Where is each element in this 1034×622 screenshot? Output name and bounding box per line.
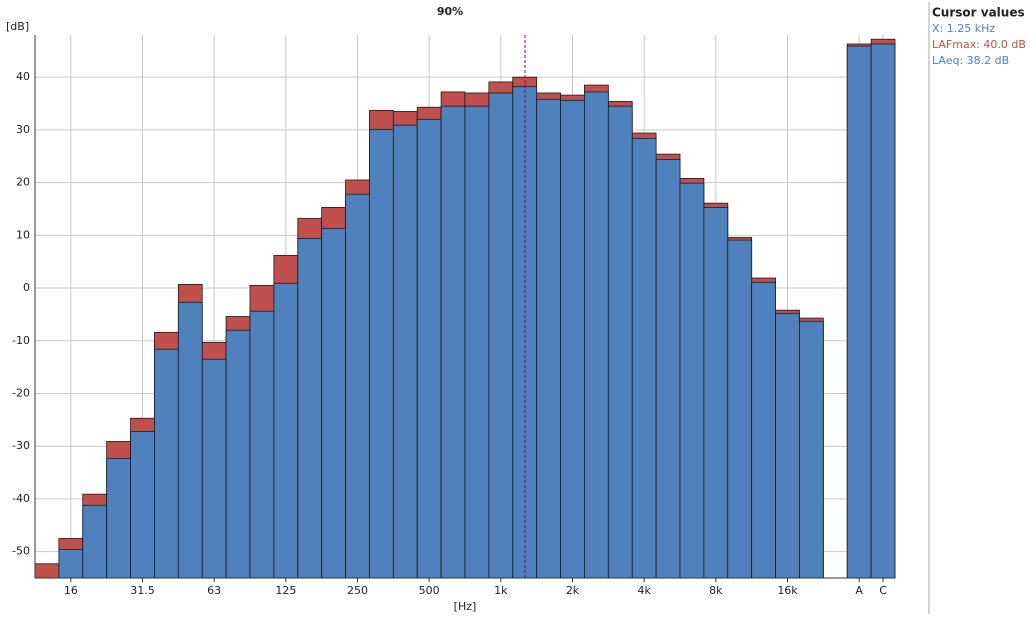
- y-tick-label: 10: [16, 228, 30, 241]
- y-axis-label: [dB]: [6, 20, 29, 33]
- bar: [392, 124, 418, 579]
- bar: [846, 45, 872, 579]
- cursor-title: Cursor values: [932, 6, 1025, 20]
- bar: [345, 193, 370, 579]
- bar: [416, 118, 442, 579]
- bar: [154, 348, 179, 579]
- bar: [799, 320, 824, 579]
- bar: [751, 281, 776, 579]
- bar: [607, 105, 633, 579]
- bar: [631, 137, 657, 579]
- bar: [560, 99, 585, 579]
- x-tick-label: 16: [64, 584, 78, 597]
- bar: [249, 310, 275, 579]
- cursor-value: X: 1.25 kHz: [932, 22, 995, 35]
- x-tick-label: A: [855, 584, 863, 597]
- y-tick-label: -10: [12, 334, 30, 347]
- x-tick-label: 8k: [709, 584, 723, 597]
- bar: [273, 282, 299, 579]
- y-tick-label: -40: [12, 492, 30, 505]
- x-tick-label: 2k: [566, 584, 580, 597]
- x-axis-label: [Hz]: [454, 600, 477, 613]
- cursor-value: LAFmax: 40.0 dB: [932, 38, 1026, 51]
- bar: [225, 329, 251, 579]
- cursor-value: LAeq: 38.2 dB: [932, 54, 1009, 67]
- bar: [130, 431, 155, 579]
- chart-title: 90%: [437, 5, 463, 18]
- bar: [870, 43, 896, 579]
- bar: [34, 563, 60, 579]
- bar: [82, 504, 108, 579]
- bar: [297, 238, 323, 579]
- x-tick-label: 500: [419, 584, 440, 597]
- x-tick-label: 1k: [494, 584, 508, 597]
- y-tick-label: -50: [12, 545, 30, 558]
- x-tick-label: 250: [347, 584, 368, 597]
- bar: [679, 182, 705, 579]
- x-tick-label: 4k: [637, 584, 651, 597]
- bar: [464, 105, 490, 579]
- x-tick-label: 63: [207, 584, 221, 597]
- bar: [177, 301, 203, 579]
- x-tick-label: 31.5: [130, 584, 155, 597]
- y-tick-label: -30: [12, 439, 30, 452]
- bar: [703, 206, 729, 579]
- bar: [536, 98, 561, 579]
- bar: [488, 92, 514, 579]
- x-tick-label: 16k: [777, 584, 798, 597]
- y-tick-label: 0: [23, 281, 30, 294]
- bar: [584, 91, 609, 579]
- bar: [201, 358, 227, 579]
- y-tick-label: 20: [16, 176, 30, 189]
- x-tick-label: 125: [275, 584, 296, 597]
- y-tick-label: 40: [16, 70, 30, 83]
- bar: [106, 457, 131, 579]
- x-tick-label: C: [879, 584, 887, 597]
- y-tick-label: -20: [12, 386, 30, 399]
- bar: [440, 105, 466, 579]
- y-tick-label: 30: [16, 123, 30, 136]
- bar: [321, 228, 346, 579]
- bar: [655, 159, 681, 579]
- bar: [727, 239, 753, 579]
- bar: [58, 549, 84, 579]
- bar: [775, 312, 800, 579]
- bar: [369, 128, 394, 579]
